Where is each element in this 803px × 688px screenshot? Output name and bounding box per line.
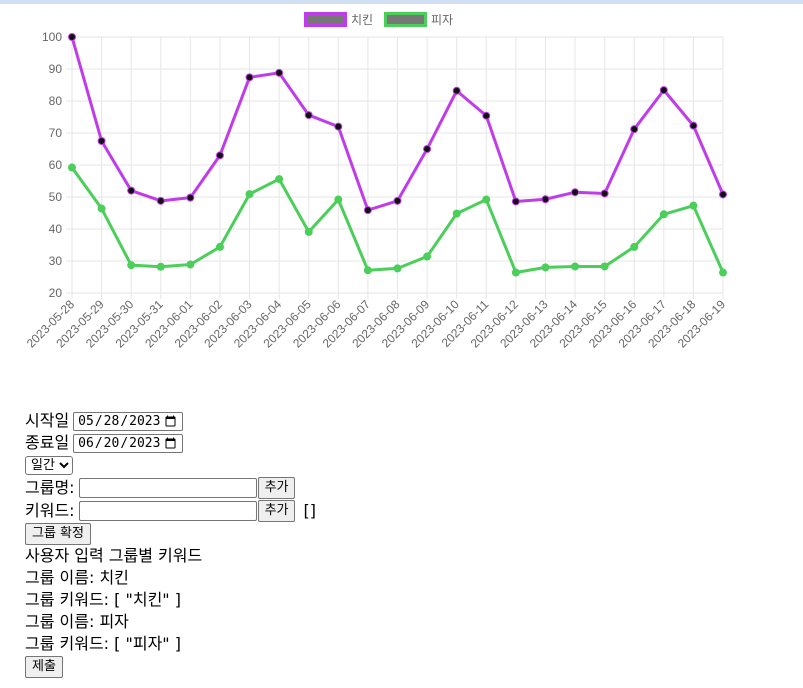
data-point — [363, 206, 372, 215]
add-group-button[interactable]: 추가 — [257, 476, 296, 499]
data-point — [659, 210, 668, 219]
group-keywords-line: 그룹 키워드: [ "피자" ] — [25, 634, 181, 653]
data-point — [68, 163, 76, 172]
y-tick-label: 30 — [49, 254, 63, 268]
add-keyword-button[interactable]: 추가 — [257, 499, 296, 522]
data-point — [511, 268, 520, 277]
data-point — [156, 196, 165, 205]
data-point — [304, 227, 313, 236]
group-keywords-line: 그룹 키워드: [ "치킨" ] — [25, 590, 181, 609]
data-point — [334, 195, 343, 204]
data-point — [571, 188, 580, 197]
end-date-row: 종료일 — [25, 432, 785, 454]
y-tick-label: 40 — [49, 222, 63, 236]
line-chart: 100 90 80 70 60 50 40 30 20 2023-05-282023-05-29… — [24, 12, 729, 351]
y-tick-label: 20 — [49, 286, 63, 300]
data-point — [393, 196, 402, 205]
search-form: 시작일 종료일 일간 그룹명: 추가 키워드: 추가 [] 그룹 확정 사용자 … — [25, 410, 785, 678]
group-name-label: 그룹명: — [25, 477, 75, 497]
section-title: 사용자 입력 그룹별 키워드 — [25, 546, 203, 565]
y-tick-label: 80 — [49, 94, 63, 108]
data-point — [630, 125, 639, 134]
y-tick-label: 60 — [49, 158, 63, 172]
data-point — [245, 73, 254, 82]
start-date-row: 시작일 — [25, 410, 785, 432]
x-axis-labels: 2023-05-282023-05-292023-05-302023-05-31… — [24, 297, 729, 351]
data-point — [630, 242, 639, 251]
data-point — [245, 190, 254, 199]
data-point — [541, 263, 550, 272]
submit-button[interactable]: 제출 — [25, 655, 63, 678]
data-point — [275, 68, 284, 77]
confirm-row: 그룹 확정 — [25, 522, 785, 545]
chart-legend[interactable]: 치킨 피자 — [304, 12, 454, 27]
group-name-row: 그룹명: 추가 — [25, 476, 785, 499]
data-point — [571, 262, 580, 271]
legend-swatch[interactable] — [384, 12, 427, 27]
data-point — [304, 111, 313, 120]
legend-swatch[interactable] — [304, 12, 347, 27]
data-point — [334, 122, 343, 131]
legend-label[interactable]: 피자 — [431, 13, 453, 27]
data-point — [689, 201, 698, 210]
y-axis-labels: 100 90 80 70 60 50 40 30 20 — [42, 30, 62, 300]
end-date-input[interactable] — [73, 433, 184, 453]
data-point — [97, 204, 106, 213]
legend-label[interactable]: 치킨 — [351, 13, 373, 27]
data-point — [719, 190, 727, 199]
start-date-label: 시작일 — [25, 411, 70, 430]
data-point — [156, 262, 165, 271]
group-name-line: 그룹 이름: 피자 — [25, 612, 129, 631]
y-tick-label: 90 — [49, 62, 63, 76]
period-row: 일간 — [25, 454, 785, 476]
group-name-line: 그룹 이름: 치킨 — [25, 568, 129, 587]
browser-top-edge — [0, 0, 803, 4]
data-point — [511, 197, 520, 206]
data-point — [127, 261, 136, 270]
group-name-input[interactable] — [78, 477, 257, 498]
submit-row: 제출 — [25, 655, 785, 678]
data-point — [482, 111, 491, 120]
y-tick-label: 70 — [49, 126, 63, 140]
data-point — [482, 195, 491, 204]
data-point — [452, 86, 461, 95]
data-point — [600, 262, 609, 271]
start-date-input[interactable] — [73, 411, 184, 431]
y-tick-label: 50 — [49, 190, 63, 204]
data-point — [186, 193, 195, 202]
data-point — [215, 151, 224, 160]
data-point — [719, 268, 727, 277]
data-point — [452, 209, 461, 218]
data-point — [68, 33, 76, 41]
end-date-label: 종료일 — [25, 433, 70, 452]
data-point — [127, 186, 136, 195]
keyword-input[interactable] — [78, 500, 257, 521]
data-point — [659, 86, 668, 95]
data-point — [600, 189, 609, 198]
data-point — [393, 264, 402, 273]
data-point — [363, 266, 372, 275]
data-point — [215, 242, 224, 251]
keyword-list: [] — [303, 500, 316, 520]
data-point — [186, 260, 195, 269]
data-point — [97, 137, 106, 145]
chart-series — [68, 33, 727, 277]
data-point — [423, 145, 432, 153]
data-point — [275, 175, 284, 184]
keyword-label: 키워드: — [25, 500, 75, 520]
y-tick-label: 100 — [42, 30, 62, 44]
period-select[interactable]: 일간 — [25, 455, 73, 475]
data-point — [541, 195, 550, 204]
data-point — [423, 252, 432, 261]
data-point — [689, 121, 698, 130]
keyword-row: 키워드: 추가 [] — [25, 499, 785, 522]
chart-grid — [66, 36, 724, 299]
confirm-group-button[interactable]: 그룹 확정 — [25, 522, 91, 545]
